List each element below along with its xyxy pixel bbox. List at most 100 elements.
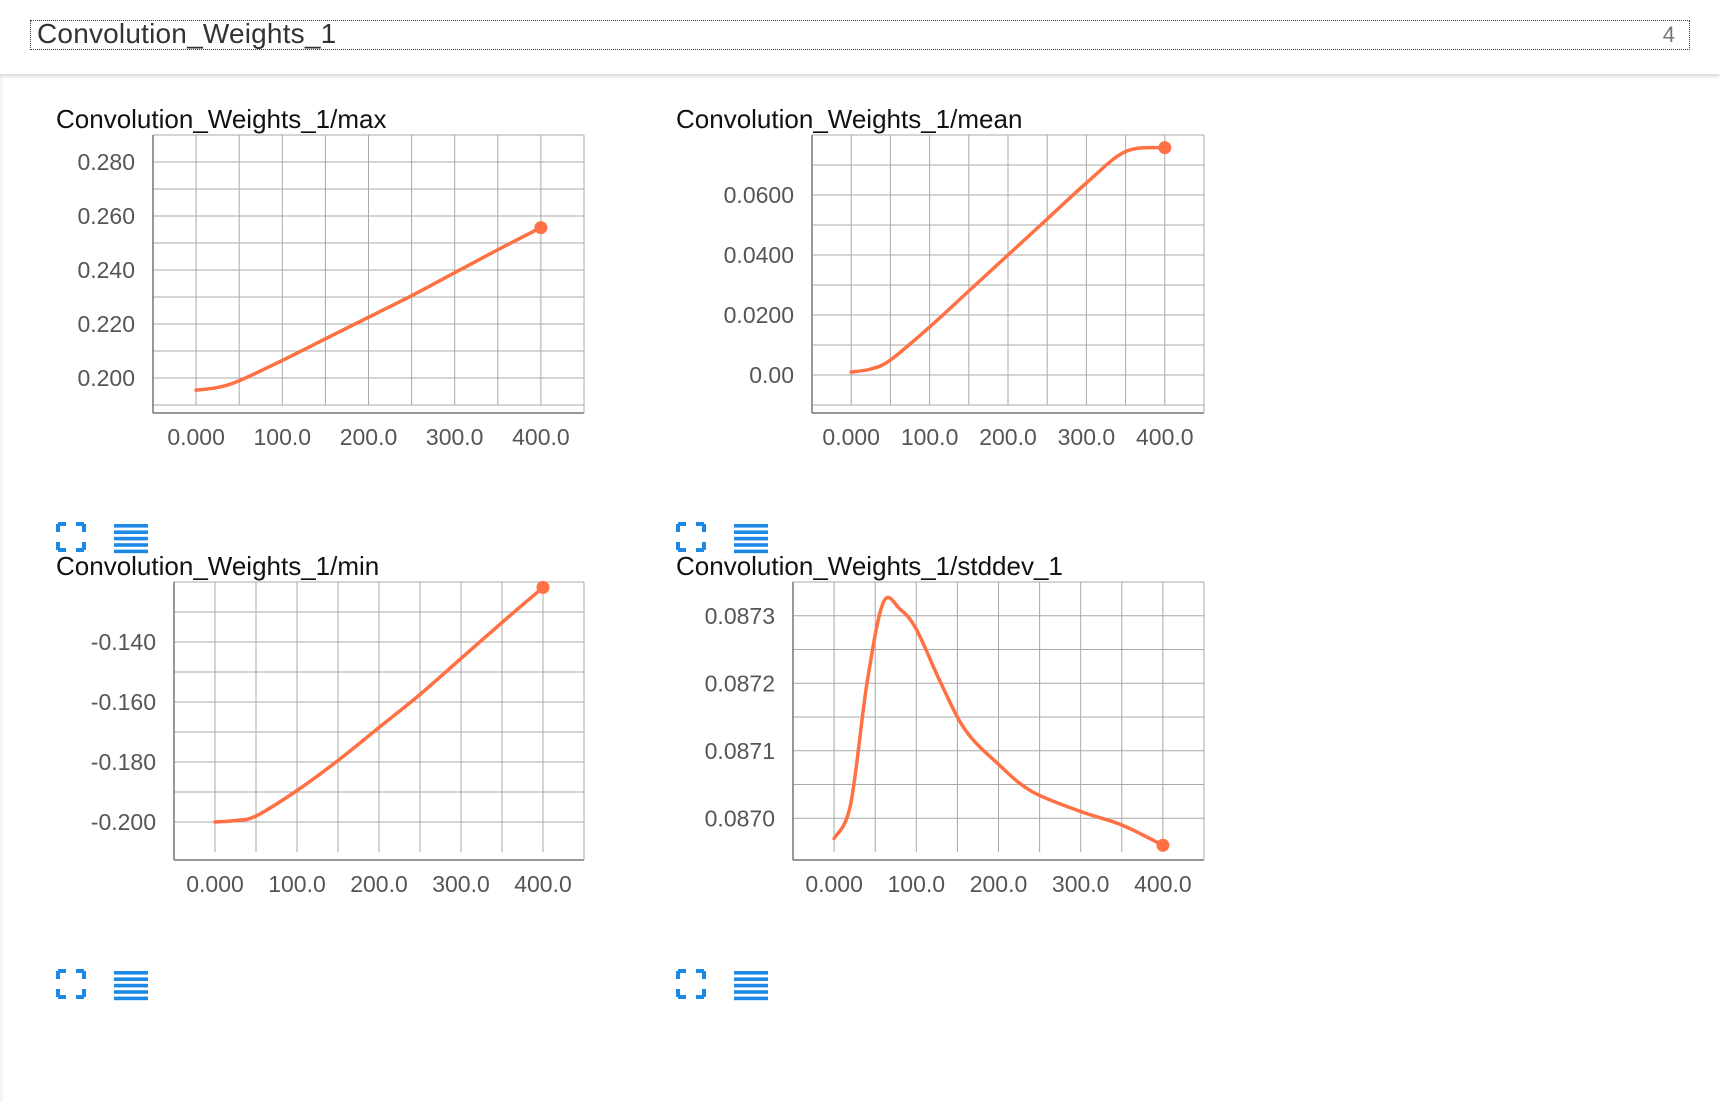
y-tick-label: 0.00 (749, 362, 794, 388)
chart-card-min: Convolution_Weights_1/min 0.000 100.0 200.… (56, 551, 676, 1021)
y-tick-label: 0.0870 (705, 805, 775, 831)
fullscreen-icon-path (676, 522, 706, 552)
list-icon-bar (114, 530, 148, 534)
list-icon-bar (734, 549, 768, 554)
chart-card-stddev: Convolution_Weights_1/stddev_1 0.000 100.… (676, 551, 1296, 1021)
list-icon-bar (734, 983, 768, 988)
list-icon-bar (734, 543, 768, 547)
list-icon-bar (114, 977, 148, 981)
x-tick-label: 0.000 (167, 424, 225, 450)
left-shadow-divider (0, 74, 4, 1102)
section-chart-count: 4 (1662, 22, 1675, 47)
series-line (832, 595, 1165, 847)
chart-button-row (56, 522, 256, 562)
grid (811, 134, 1205, 406)
last-point-marker (1156, 838, 1170, 852)
fullscreen-icon-path (56, 969, 86, 999)
y-tick-label: -0.160 (91, 689, 156, 715)
x-tick-label: 100.0 (268, 871, 326, 897)
x-tick-label: 200.0 (979, 424, 1037, 450)
chart-card-mean: Convolution_Weights_1/mean 0.000 100.0 200… (676, 104, 1296, 574)
y-tick-label: -0.180 (91, 749, 156, 775)
section-header[interactable]: Convolution_Weights_1 4 (0, 0, 1720, 74)
y-tick-label: 0.0871 (705, 738, 775, 764)
list-icon-bar (734, 971, 768, 975)
chart-title: Convolution_Weights_1/stddev_1 (676, 551, 1063, 581)
fullscreen-icon[interactable] (56, 969, 90, 1003)
line-chart-mean[interactable]: 0.000 100.0 200.0 300.0 400.0 0.00 0.0200 0.040… (676, 134, 1276, 514)
line-chart-max[interactable]: 0.000 100.0 200.0 300.0 400.0 0.200 0.220 0.240… (56, 134, 656, 514)
series-line (213, 585, 545, 824)
x-tick-label: 400.0 (512, 424, 570, 450)
y-tick-label: 0.240 (77, 257, 135, 283)
x-tick-label: 100.0 (888, 871, 946, 897)
list-icon[interactable] (734, 969, 768, 1003)
x-tick-label: 400.0 (1134, 871, 1192, 897)
list-icon-glyph (114, 971, 148, 1001)
section-header-frame[interactable]: Convolution_Weights_1 4 (30, 18, 1690, 50)
x-tick-label: 0.000 (822, 424, 880, 450)
list-icon-bar (114, 543, 148, 547)
y-tick-label: 0.0400 (724, 242, 794, 268)
y-tick-label: 0.0873 (705, 603, 775, 629)
x-tick-label: 0.000 (186, 871, 244, 897)
line-chart-min[interactable]: 0.000 100.0 200.0 300.0 400.0 -0.200 -0.180 -0.… (56, 580, 656, 961)
series-line (194, 225, 543, 392)
grid (152, 134, 585, 406)
fullscreen-icon-glyph (56, 969, 86, 999)
list-icon-bar (734, 990, 768, 994)
series-line (849, 145, 1167, 374)
section-title: Convolution_Weights_1 (37, 18, 337, 49)
x-tick-label: 200.0 (350, 871, 408, 897)
y-tick-label: -0.200 (91, 809, 156, 835)
x-tick-label: 300.0 (1058, 424, 1116, 450)
list-icon-bar (734, 977, 768, 981)
list-icon-bar (114, 549, 148, 554)
last-point-marker (534, 221, 548, 235)
y-tick-label: -0.140 (91, 629, 156, 655)
y-tick-label: 0.0600 (724, 182, 794, 208)
list-icon-bar (114, 971, 148, 975)
last-point-marker (1158, 141, 1172, 155)
y-tick-label: 0.0200 (724, 302, 794, 328)
list-icon-glyph (114, 524, 148, 554)
list-icon-bar (114, 990, 148, 994)
grid (792, 581, 1205, 852)
x-tick-label: 400.0 (1136, 424, 1194, 450)
grid (173, 581, 585, 852)
list-icon-bar (734, 524, 768, 528)
chart-button-row (676, 522, 876, 562)
list-icon-bar (734, 536, 768, 541)
y-tick-label: 0.200 (77, 365, 135, 391)
fullscreen-icon[interactable] (676, 522, 710, 556)
list-icon-bar (114, 996, 148, 1001)
fullscreen-icon[interactable] (56, 522, 90, 556)
line-chart-stddev[interactable]: 0.000 100.0 200.0 300.0 400.0 0.0870 0.0871 0.0… (676, 581, 1276, 961)
fullscreen-icon-path (56, 522, 86, 552)
list-icon-bar (734, 996, 768, 1001)
x-tick-label: 300.0 (426, 424, 484, 450)
chart-button-row (56, 969, 256, 1009)
list-icon[interactable] (734, 522, 768, 556)
fullscreen-icon[interactable] (676, 969, 710, 1003)
y-tick-label: 0.220 (77, 311, 135, 337)
chart-card-max: Convolution_Weights_1/max 0.000 100.0 200.… (56, 104, 676, 574)
fullscreen-icon-glyph (56, 522, 86, 552)
fullscreen-icon-path (676, 969, 706, 999)
y-tick-label: 0.260 (77, 203, 135, 229)
last-point-marker (536, 580, 550, 594)
x-tick-label: 100.0 (901, 424, 959, 450)
x-tick-label: 200.0 (970, 871, 1028, 897)
fullscreen-icon-glyph (676, 522, 706, 552)
x-tick-label: 100.0 (254, 424, 312, 450)
chart-title: Convolution_Weights_1/mean (676, 104, 1023, 134)
chart-button-row (676, 969, 876, 1009)
list-icon[interactable] (114, 969, 148, 1003)
list-icon-bar (114, 524, 148, 528)
x-tick-label: 300.0 (1052, 871, 1110, 897)
fullscreen-icon-glyph (676, 969, 706, 999)
y-tick-label: 0.0872 (705, 670, 775, 696)
list-icon-glyph (734, 524, 768, 554)
y-tick-label: 0.280 (77, 149, 135, 175)
list-icon[interactable] (114, 522, 148, 556)
